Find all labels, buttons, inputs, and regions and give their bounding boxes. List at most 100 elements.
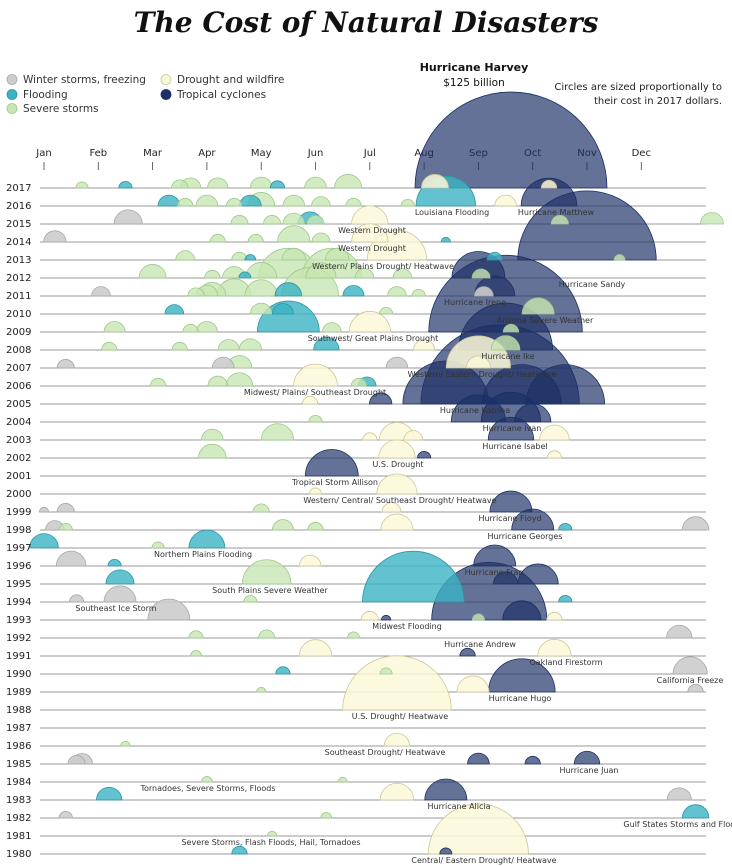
- event-label: Midwest Flooding: [372, 622, 442, 631]
- bubble-storm-2016: [195, 194, 219, 207]
- bubble-storm-2016: [400, 198, 415, 207]
- year-label-2016: 2016: [6, 201, 31, 212]
- month-label-feb: Feb: [89, 148, 107, 159]
- bubble-flood-1997: [29, 533, 59, 549]
- year-label-2012: 2012: [6, 273, 31, 284]
- bubble-storm-2013: [281, 247, 307, 261]
- chart-title: The Cost of Natural Disasters: [134, 6, 599, 39]
- hurricane-harvey-value: $125 billion: [443, 77, 504, 89]
- event-label: Western Drought: [338, 244, 406, 253]
- event-label: Western/ Central/ Southeast Drought/ Hea…: [303, 496, 496, 505]
- year-label-1996: 1996: [6, 561, 31, 572]
- bubble-storm-2017: [249, 176, 273, 189]
- bubble-cyclone-1991: [459, 647, 476, 657]
- bubble-winter-1985: [67, 755, 86, 765]
- bubble-winter-1994: [68, 594, 85, 603]
- event-label: Louisiana Flooding: [415, 208, 489, 217]
- size-note-line-1: Circles are sized proportionally to: [554, 82, 722, 93]
- month-label-may: May: [251, 148, 272, 159]
- bubble-drought-2007: [465, 355, 491, 369]
- year-label-2017: 2017: [6, 183, 31, 194]
- bubble-winter-2011: [91, 286, 111, 297]
- bubble-flood-1982: [681, 804, 710, 819]
- bubble-storm-2012: [305, 262, 337, 279]
- year-label-1987: 1987: [6, 723, 31, 734]
- bubble-winter-1992: [666, 624, 693, 639]
- month-label-jan: Jan: [35, 148, 51, 159]
- bubble-storm-2017: [171, 179, 189, 189]
- bubble-drought-2003: [539, 424, 570, 441]
- bubble-storm-2011: [244, 279, 278, 297]
- event-label: Arizona Severe Weather: [497, 316, 594, 325]
- bubble-storm-1992: [188, 630, 204, 639]
- bubble-winter-2007: [385, 356, 409, 369]
- bubble-flood-2014: [440, 236, 451, 243]
- event-label: Southeast Drought/ Heatwave: [325, 748, 446, 757]
- event-label: Tropical Storm Allison: [291, 478, 378, 487]
- bubble-storm-1998: [307, 521, 324, 531]
- bubble-storm-1995: [241, 559, 292, 585]
- year-label-2011: 2011: [6, 291, 31, 302]
- bubble-storm-2015: [263, 215, 282, 225]
- year-label-1997: 1997: [6, 543, 31, 554]
- bubble-winter-1990: [672, 656, 708, 675]
- bubble-flood-2008: [313, 336, 340, 351]
- event-label: Hurricane Isabel: [482, 442, 547, 451]
- bubble-flood-2017: [269, 180, 286, 189]
- year-label-1990: 1990: [6, 669, 31, 680]
- bubble-storm-2008: [217, 339, 240, 351]
- bubble-cyclone-1995: [517, 563, 559, 585]
- year-label-1999: 1999: [6, 507, 31, 518]
- bubble-cyclone-2003: [487, 416, 535, 441]
- bubble-drought-2008: [413, 339, 436, 351]
- bubble-flood-2010: [164, 304, 185, 315]
- bubble-storm-2002: [198, 443, 227, 459]
- bubble-cyclone-1985: [467, 752, 490, 765]
- legend-label-storm: Severe storms: [23, 103, 99, 115]
- legend-swatch-winter: [6, 74, 18, 85]
- bubble-drought-2002: [546, 450, 563, 459]
- bubble-storm-2009: [103, 321, 126, 333]
- hurricane-harvey-title: Hurricane Harvey: [420, 61, 529, 74]
- bubble-flood-2009: [256, 300, 320, 333]
- event-label: South Plains Severe Weather: [212, 586, 328, 595]
- bubble-storm-2012: [138, 264, 167, 279]
- bubble-storm-1981: [266, 830, 278, 837]
- bubble-storm-2013: [613, 254, 626, 261]
- bubble-storm-1991: [190, 650, 202, 657]
- legend-label-drought: Drought and wildfire: [177, 74, 284, 86]
- legend-swatch-storm: [6, 103, 18, 114]
- bubble-storm-2014: [209, 233, 226, 243]
- event-label: Tornadoes, Severe Storms, Floods: [139, 784, 275, 793]
- bubble-flood-1997: [188, 529, 226, 549]
- bubble-drought-2015: [351, 205, 389, 225]
- year-label-1983: 1983: [6, 795, 31, 806]
- bubble-winter-1996: [55, 550, 87, 567]
- bubble-drought-2009: [348, 310, 391, 333]
- bubble-drought-1988: [342, 655, 452, 711]
- year-label-2001: 2001: [6, 471, 31, 482]
- legend-label-cyclone: Tropical cyclones: [176, 89, 266, 101]
- bubble-storm-2012: [204, 269, 221, 279]
- bubble-winter-1999: [56, 503, 75, 513]
- event-label: Hurricane Andrew: [444, 640, 516, 649]
- bubble-storm-2015: [282, 212, 306, 225]
- bubble-storm-2017: [75, 181, 89, 189]
- bubble-drought-2016: [494, 194, 517, 207]
- bubble-storm-2008: [238, 338, 262, 351]
- bubble-drought-1999: [381, 502, 402, 513]
- bubble-cyclone-1985: [524, 755, 541, 765]
- bubble-cyclone-1980: [439, 847, 453, 855]
- year-label-1984: 1984: [6, 777, 31, 788]
- year-label-2000: 2000: [6, 489, 31, 500]
- year-label-2006: 2006: [6, 381, 31, 392]
- bubble-flood-1994: [362, 551, 465, 603]
- bubble-drought-1983: [379, 782, 415, 801]
- bubble-cyclone-2016: [520, 177, 578, 207]
- bubble-flood-1994: [558, 594, 573, 603]
- year-axis: 2017 2016 2015 2014 2013 2012 2011 2010 2009 2008…: [6, 183, 31, 860]
- year-label-1986: 1986: [6, 741, 31, 752]
- bubble-flood-2010: [272, 303, 294, 315]
- bubble-winter-2011: [474, 286, 494, 297]
